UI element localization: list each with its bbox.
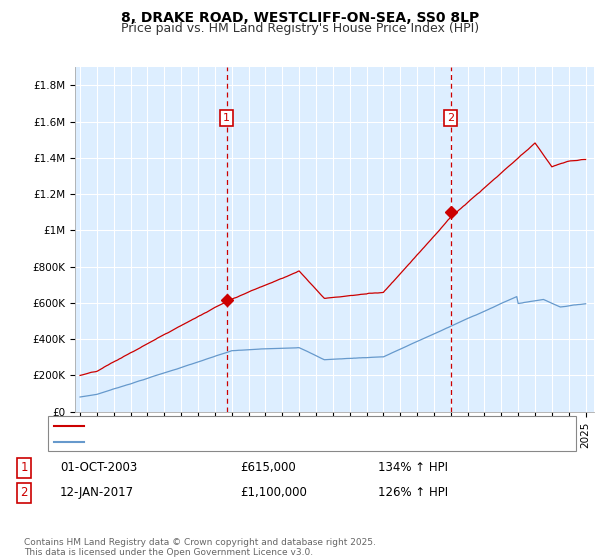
Text: 8, DRAKE ROAD, WESTCLIFF-ON-SEA, SS0 8LP (detached house): 8, DRAKE ROAD, WESTCLIFF-ON-SEA, SS0 8LP…: [90, 421, 447, 431]
Text: 8, DRAKE ROAD, WESTCLIFF-ON-SEA, SS0 8LP: 8, DRAKE ROAD, WESTCLIFF-ON-SEA, SS0 8LP: [121, 11, 479, 25]
Text: 2: 2: [447, 113, 454, 123]
Text: £615,000: £615,000: [240, 461, 296, 474]
Text: 126% ↑ HPI: 126% ↑ HPI: [378, 486, 448, 500]
Text: Price paid vs. HM Land Registry's House Price Index (HPI): Price paid vs. HM Land Registry's House …: [121, 22, 479, 35]
Text: 2: 2: [20, 486, 28, 500]
Text: HPI: Average price, detached house, Southend-on-Sea: HPI: Average price, detached house, Sout…: [90, 437, 393, 447]
Text: 12-JAN-2017: 12-JAN-2017: [60, 486, 134, 500]
Text: £1,100,000: £1,100,000: [240, 486, 307, 500]
Text: 1: 1: [20, 461, 28, 474]
Text: 134% ↑ HPI: 134% ↑ HPI: [378, 461, 448, 474]
Text: 01-OCT-2003: 01-OCT-2003: [60, 461, 137, 474]
Text: 1: 1: [223, 113, 230, 123]
Text: Contains HM Land Registry data © Crown copyright and database right 2025.
This d: Contains HM Land Registry data © Crown c…: [24, 538, 376, 557]
